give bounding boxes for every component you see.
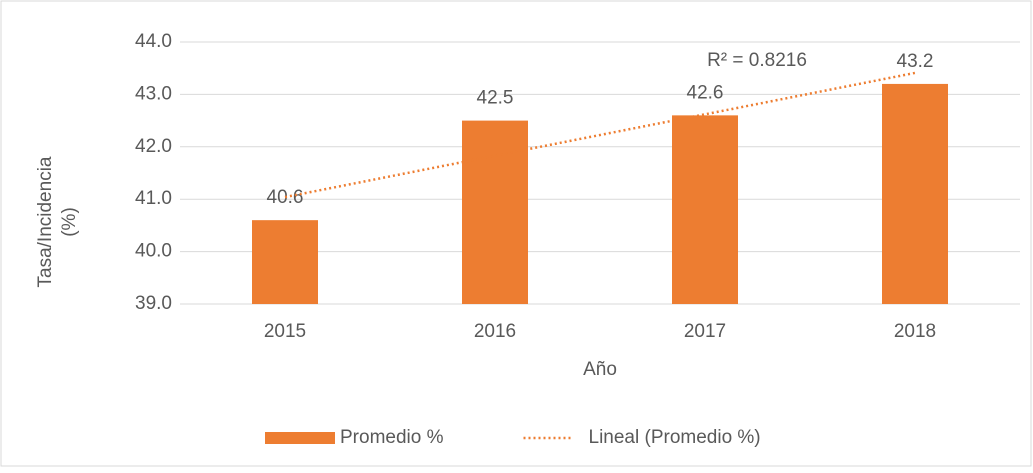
x-tick-label: 2017	[684, 321, 726, 342]
legend-label: Lineal (Promedio %)	[589, 427, 761, 448]
x-axis-label: Año	[583, 359, 617, 380]
data-label: 40.6	[267, 187, 304, 208]
data-label: 42.5	[477, 88, 514, 109]
x-tick-label: 2018	[894, 321, 936, 342]
x-tick-label: 2016	[474, 321, 516, 342]
data-label: 42.6	[687, 82, 724, 103]
x-tick-label: 2015	[264, 321, 306, 342]
y-tick-label: 40.0	[135, 241, 172, 262]
bar	[882, 83, 948, 304]
y-tick-label: 43.0	[135, 83, 172, 104]
y-tick-label: 44.0	[135, 31, 172, 52]
y-tick-label: 42.0	[135, 136, 172, 157]
bar	[252, 220, 318, 304]
trend-annotation: R² = 0.8216	[707, 50, 807, 71]
y-axis-label: (%)	[59, 207, 80, 237]
y-tick-label: 39.0	[135, 293, 172, 314]
trendline	[284, 71, 916, 199]
y-axis-label: Tasa/Incidencia	[35, 156, 56, 287]
bar	[672, 115, 738, 304]
bar	[462, 120, 528, 304]
data-label: 43.2	[897, 51, 934, 72]
y-tick-label: 41.0	[135, 188, 172, 209]
legend-label: Promedio %	[340, 427, 444, 448]
legend-swatch	[265, 432, 335, 444]
